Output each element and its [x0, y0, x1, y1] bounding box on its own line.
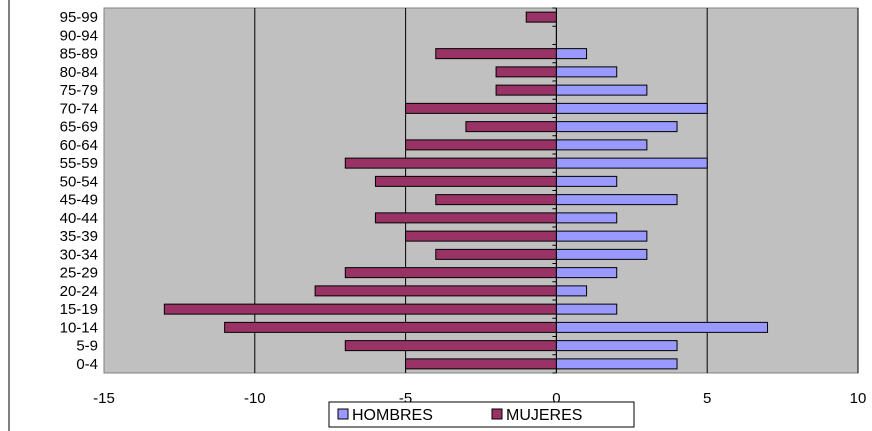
x-tick-label: 0	[552, 390, 560, 407]
bars	[163, 11, 769, 370]
bar-mujeres-10-14	[224, 321, 557, 333]
category-label: 95-99	[60, 9, 98, 26]
category-label: 35-39	[60, 228, 98, 245]
legend-label-mujeres: MUJERES	[506, 407, 582, 424]
category-label: 60-64	[60, 137, 98, 154]
category-label: 80-84	[60, 64, 98, 81]
bar-hombres-70-74	[555, 102, 708, 114]
plot-area	[103, 7, 859, 374]
bar-mujeres-0-4	[405, 358, 557, 370]
bar-hombres-85-89	[555, 48, 588, 60]
bar-hombres-55-59	[555, 157, 708, 169]
category-label: 20-24	[60, 283, 98, 300]
bar-mujeres-80-84	[495, 66, 557, 78]
bar-mujeres-45-49	[435, 194, 557, 206]
bar-mujeres-65-69	[465, 121, 557, 133]
bar-mujeres-75-79	[495, 84, 557, 96]
bar-mujeres-5-9	[344, 340, 557, 352]
bar-mujeres-50-54	[374, 175, 557, 187]
bar-hombres-75-79	[555, 84, 648, 96]
bar-hombres-25-29	[555, 267, 618, 279]
bar-mujeres-15-19	[163, 303, 557, 315]
category-label: 45-49	[60, 192, 98, 209]
bar-hombres-15-19	[555, 303, 618, 315]
category-label: 5-9	[76, 338, 98, 355]
legend: HOMBRES MUJERES	[328, 401, 635, 428]
category-label: 25-29	[60, 265, 98, 282]
bar-mujeres-95-99	[525, 11, 557, 23]
bar-hombres-40-44	[555, 212, 618, 224]
x-tick-label: 10	[850, 390, 867, 407]
category-label: 90-94	[60, 27, 98, 44]
legend-box	[328, 401, 635, 428]
bar-mujeres-55-59	[344, 157, 557, 169]
bar-hombres-35-39	[555, 230, 648, 242]
category-label: 75-79	[60, 82, 98, 99]
x-tick-label: -15	[93, 390, 115, 407]
bar-hombres-80-84	[555, 66, 618, 78]
category-label: 10-14	[60, 319, 98, 336]
legend-swatch-hombres	[337, 408, 349, 420]
bar-hombres-10-14	[555, 321, 769, 333]
category-label: 55-59	[60, 155, 98, 172]
bar-mujeres-85-89	[435, 48, 557, 60]
bar-hombres-45-49	[555, 194, 678, 206]
category-label: 30-34	[60, 246, 98, 263]
bar-hombres-30-34	[555, 248, 648, 260]
bar-mujeres-40-44	[374, 212, 557, 224]
category-label: 85-89	[60, 46, 98, 63]
legend-swatch-mujeres	[491, 408, 503, 420]
category-label: 0-4	[76, 356, 98, 373]
category-label: 70-74	[60, 100, 98, 117]
bar-hombres-50-54	[555, 175, 618, 187]
category-label: 15-19	[60, 301, 98, 318]
bar-hombres-5-9	[555, 340, 678, 352]
x-tick-label: -10	[244, 390, 266, 407]
x-tick-label: 5	[703, 390, 711, 407]
bar-mujeres-60-64	[405, 139, 557, 151]
bar-hombres-65-69	[555, 121, 678, 133]
bar-hombres-0-4	[555, 358, 678, 370]
category-label: 65-69	[60, 119, 98, 136]
bar-mujeres-35-39	[405, 230, 557, 242]
bar-mujeres-20-24	[314, 285, 557, 297]
bar-hombres-60-64	[555, 139, 648, 151]
category-label: 40-44	[60, 210, 98, 227]
legend-label-hombres: HOMBRES	[352, 407, 433, 424]
bar-hombres-20-24	[555, 285, 588, 297]
bar-mujeres-25-29	[344, 267, 557, 279]
bar-mujeres-30-34	[435, 248, 557, 260]
bar-mujeres-70-74	[405, 102, 557, 114]
category-label: 50-54	[60, 173, 98, 190]
y-axis-ticks	[552, 7, 557, 374]
